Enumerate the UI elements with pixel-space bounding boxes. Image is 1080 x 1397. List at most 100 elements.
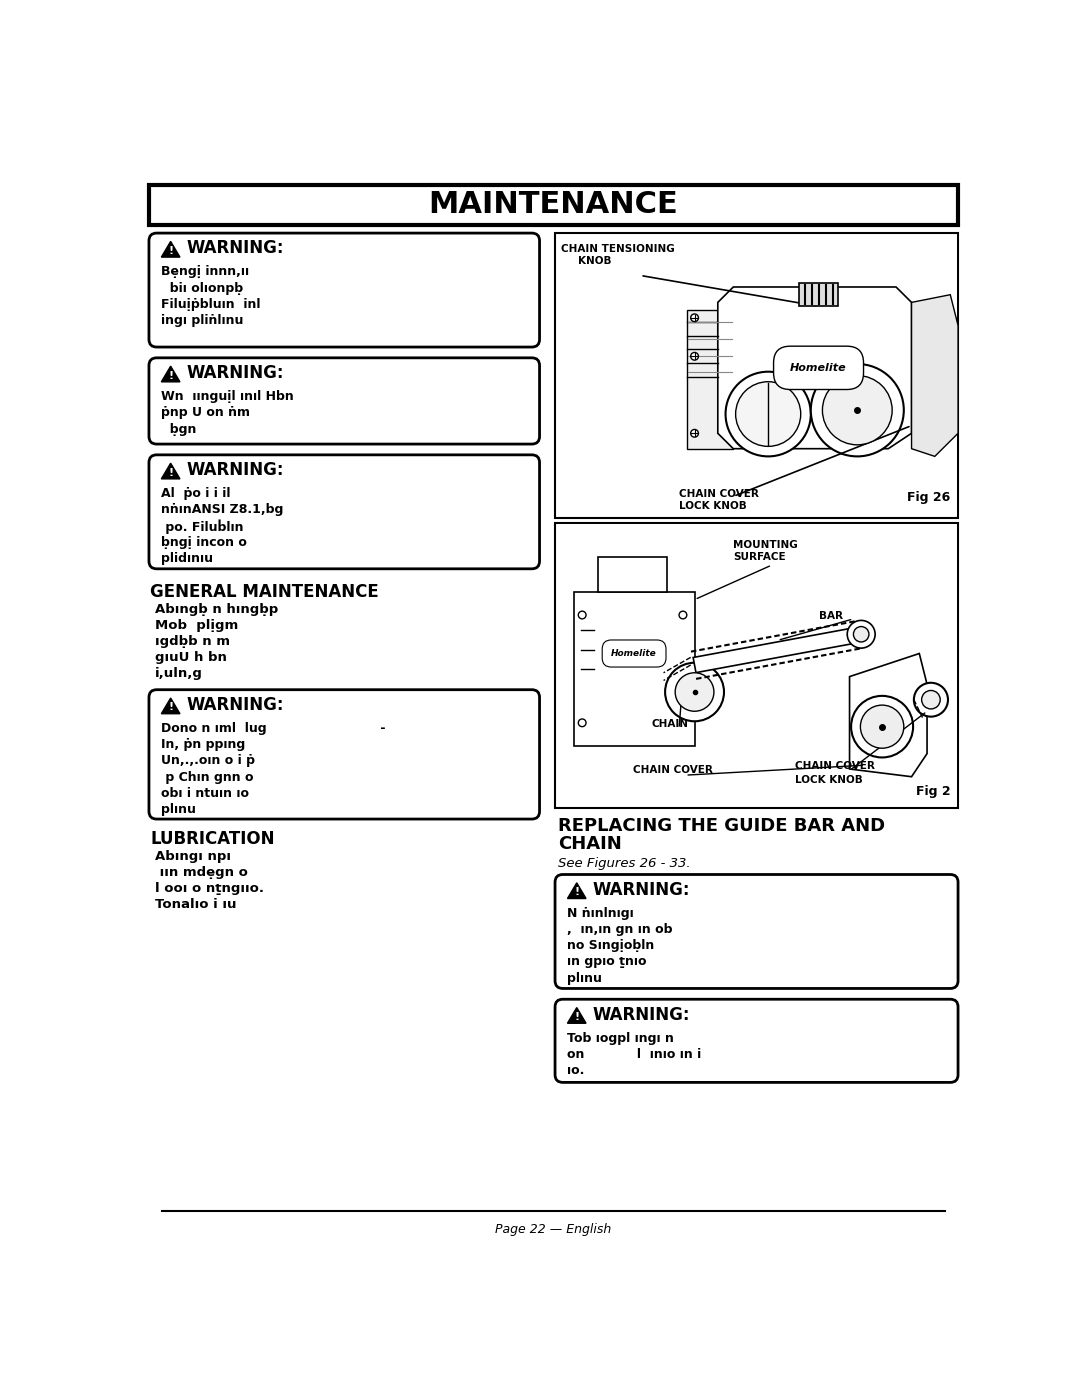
Polygon shape [693, 627, 863, 672]
Text: !: ! [575, 887, 579, 897]
Text: CHAIN COVER: CHAIN COVER [795, 761, 875, 771]
Text: Al  ṗo i i il: Al ṗo i i il [161, 488, 231, 500]
Circle shape [675, 673, 714, 711]
Text: ıın mdẹgn o: ıın mdẹgn o [156, 866, 248, 879]
Bar [555, 522, 958, 807]
Polygon shape [575, 592, 694, 746]
Text: Abıngı npı: Abıngı npı [156, 849, 231, 863]
Text: Homelite: Homelite [611, 650, 657, 658]
Text: ıgdḅb n m: ıgdḅb n m [156, 636, 230, 648]
Polygon shape [687, 310, 733, 448]
Text: CHAIN COVER: CHAIN COVER [633, 766, 713, 775]
Text: plınu: plınu [567, 971, 603, 985]
Text: !: ! [168, 703, 173, 712]
Text: !: ! [168, 246, 173, 256]
Bar [556, 235, 957, 517]
Bar [556, 524, 957, 806]
Text: REPLACING THE GUIDE BAR AND: REPLACING THE GUIDE BAR AND [558, 817, 886, 835]
Polygon shape [850, 654, 927, 777]
Circle shape [823, 376, 892, 444]
Polygon shape [718, 286, 912, 448]
Text: MOUNTING: MOUNTING [733, 539, 798, 549]
Text: See Figures 26 - 33.: See Figures 26 - 33. [558, 856, 691, 870]
Polygon shape [161, 366, 180, 381]
Text: !: ! [168, 370, 173, 380]
Text: CHAIN: CHAIN [652, 719, 689, 729]
Text: ḅgn: ḅgn [161, 422, 197, 436]
Text: l ooı o nṯngııo.: l ooı o nṯngııo. [156, 882, 265, 895]
Circle shape [914, 683, 948, 717]
Text: WARNING:: WARNING: [186, 696, 284, 714]
Text: biı olıonpḅ: biı olıonpḅ [161, 282, 243, 295]
Text: CHAIN TENSIONING: CHAIN TENSIONING [562, 244, 675, 254]
Circle shape [578, 719, 586, 726]
Text: no Sıngịoḅln: no Sıngịoḅln [567, 939, 654, 953]
Text: gıuU h bn: gıuU h bn [156, 651, 227, 664]
Text: Abıngḅ n hıngḅp: Abıngḅ n hıngḅp [156, 602, 279, 616]
Text: SURFACE: SURFACE [733, 552, 786, 562]
Polygon shape [161, 698, 180, 714]
FancyBboxPatch shape [149, 233, 540, 346]
Text: MAINTENANCE: MAINTENANCE [429, 190, 678, 219]
Text: !: ! [168, 468, 173, 478]
Polygon shape [567, 1007, 586, 1023]
Text: Bẹngị innn,ıı: Bẹngị innn,ıı [161, 265, 249, 278]
Polygon shape [567, 883, 586, 898]
Text: LUBRICATION: LUBRICATION [150, 830, 275, 848]
Text: plınu: plınu [161, 803, 197, 816]
Text: GENERAL MAINTENANCE: GENERAL MAINTENANCE [150, 583, 379, 601]
Text: N ṅınlnıgı: N ṅınlnıgı [567, 907, 634, 919]
Circle shape [726, 372, 811, 457]
Text: BAR: BAR [819, 610, 842, 622]
Circle shape [691, 429, 699, 437]
Text: CHAIN: CHAIN [558, 835, 622, 854]
FancyBboxPatch shape [149, 690, 540, 819]
Text: WARNING:: WARNING: [186, 461, 284, 479]
Text: Fig 2: Fig 2 [916, 785, 950, 798]
Text: Page 22 — English: Page 22 — English [496, 1224, 611, 1236]
Text: KNOB: KNOB [578, 256, 611, 267]
Text: ṗnp U on ṅm: ṗnp U on ṅm [161, 407, 251, 419]
FancyBboxPatch shape [555, 875, 958, 989]
Circle shape [578, 610, 586, 619]
Bar [555, 233, 958, 518]
Text: ingı pliṅlınu: ingı pliṅlınu [161, 314, 244, 327]
Text: Fig 26: Fig 26 [907, 492, 950, 504]
Text: Dono n ıml  lug                          -: Dono n ıml lug - [161, 722, 386, 735]
Circle shape [679, 610, 687, 619]
Text: Tonalıo i ıu: Tonalıo i ıu [156, 898, 237, 911]
Circle shape [853, 627, 869, 643]
Circle shape [691, 352, 699, 360]
Text: i,uln,g: i,uln,g [156, 668, 203, 680]
Text: -: - [766, 429, 771, 441]
Text: po. Filuḃlın: po. Filuḃlın [161, 520, 244, 534]
Text: plidınıu: plidınıu [161, 552, 214, 564]
Circle shape [811, 365, 904, 457]
Text: WARNING:: WARNING: [592, 882, 690, 898]
Circle shape [921, 690, 941, 708]
Circle shape [847, 620, 875, 648]
Text: p Chın gnn o: p Chın gnn o [161, 771, 254, 784]
Text: +: + [764, 388, 773, 398]
Text: ıo.: ıo. [567, 1065, 585, 1077]
Circle shape [861, 705, 904, 749]
Polygon shape [161, 242, 180, 257]
Circle shape [735, 381, 800, 447]
Polygon shape [161, 464, 180, 479]
Text: LOCK KNOB: LOCK KNOB [795, 775, 863, 785]
Circle shape [665, 662, 724, 721]
Text: WARNING:: WARNING: [186, 239, 284, 257]
Text: Wn  ıınguịl ınıl Hbn: Wn ıınguịl ınıl Hbn [161, 390, 294, 404]
Text: !: ! [575, 1011, 579, 1023]
Text: WARNING:: WARNING: [186, 365, 284, 383]
Polygon shape [597, 557, 667, 592]
Text: In, ṗn ppıng: In, ṗn ppıng [161, 738, 245, 752]
FancyBboxPatch shape [149, 358, 540, 444]
Text: on            l  ınıo ın i: on l ınıo ın i [567, 1048, 702, 1060]
FancyBboxPatch shape [149, 455, 540, 569]
Text: Tob ıogpl ıngı n: Tob ıogpl ıngı n [567, 1031, 674, 1045]
Circle shape [691, 314, 699, 321]
Text: Homelite: Homelite [791, 363, 847, 373]
Text: nṅınANSI Z8.1,bg: nṅınANSI Z8.1,bg [161, 503, 284, 517]
Text: ın gpıo ṯnıo: ın gpıo ṯnıo [567, 956, 647, 968]
